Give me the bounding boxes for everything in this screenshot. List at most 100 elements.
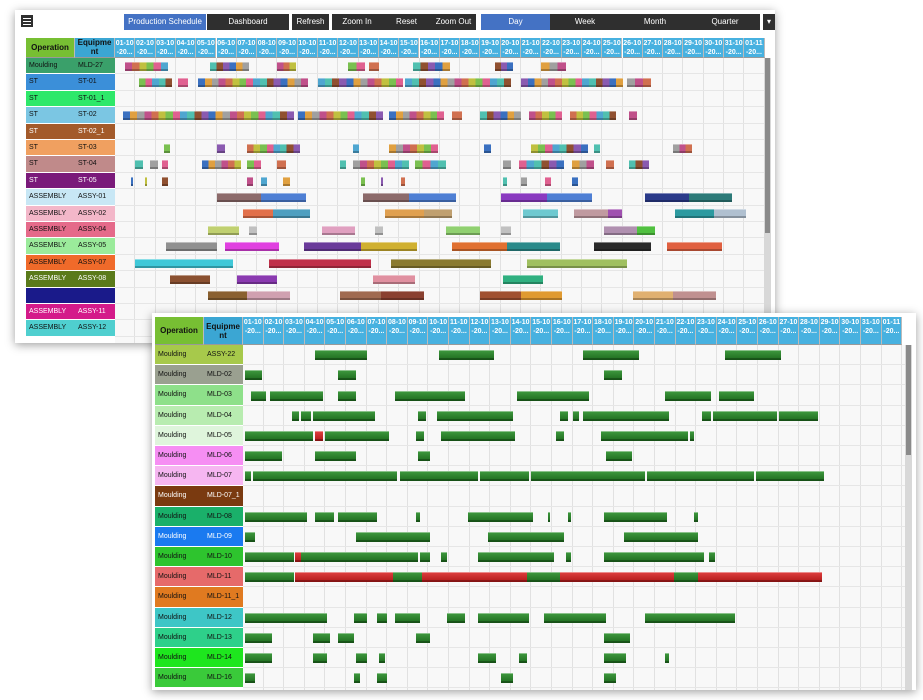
date-column-header[interactable]: 02-10 -20...: [135, 38, 156, 58]
task-bar[interactable]: [413, 61, 450, 71]
task-bar[interactable]: [177, 78, 189, 88]
task-bar[interactable]: [603, 632, 631, 643]
task-bar[interactable]: [245, 370, 262, 381]
date-column-header[interactable]: 23-10 -20...: [561, 38, 582, 58]
zoom-in-button[interactable]: Zoom In: [332, 14, 382, 30]
refresh-button[interactable]: Refresh: [292, 14, 329, 30]
task-bar[interactable]: [500, 225, 511, 235]
task-bar[interactable]: [467, 511, 534, 522]
task-bar[interactable]: [389, 143, 438, 153]
month-view-button[interactable]: Month: [620, 14, 690, 30]
task-bar[interactable]: [360, 176, 365, 186]
zoom-out-button[interactable]: Zoom Out: [431, 14, 476, 30]
date-column-header[interactable]: 01-10 -20...: [115, 38, 136, 58]
date-column-header[interactable]: 14-10 -20...: [378, 38, 400, 58]
date-column-header[interactable]: 28-10 -20...: [799, 317, 820, 345]
task-bar[interactable]: [480, 291, 521, 301]
task-bar[interactable]: [384, 209, 424, 219]
task-bar[interactable]: [405, 78, 511, 88]
task-bar[interactable]: [477, 653, 497, 664]
task-bar[interactable]: [603, 552, 705, 563]
task-bar[interactable]: [418, 410, 427, 421]
task-bar[interactable]: [571, 176, 578, 186]
task-bar[interactable]: [245, 552, 295, 563]
task-bar[interactable]: [261, 192, 306, 202]
date-column-header[interactable]: 03-10 -20...: [155, 38, 176, 58]
task-bar[interactable]: [245, 471, 252, 482]
task-bar[interactable]: [245, 612, 328, 623]
task-bar[interactable]: [560, 572, 674, 583]
task-bar[interactable]: [318, 78, 404, 88]
task-bar[interactable]: [352, 160, 410, 170]
date-column-header[interactable]: 01-11 -20...: [881, 317, 903, 345]
task-bar[interactable]: [624, 531, 699, 542]
task-bar[interactable]: [646, 471, 754, 482]
task-bar[interactable]: [210, 61, 249, 71]
task-bar[interactable]: [605, 451, 633, 462]
task-bar[interactable]: [516, 390, 590, 401]
date-column-header[interactable]: 05-10 -20...: [325, 317, 346, 345]
task-bar[interactable]: [755, 471, 824, 482]
task-bar[interactable]: [632, 291, 674, 301]
date-column-header[interactable]: 16-10 -20...: [419, 38, 440, 58]
task-bar[interactable]: [527, 258, 627, 268]
date-column-header[interactable]: 15-10 -20...: [399, 38, 420, 58]
task-bar[interactable]: [523, 209, 558, 219]
date-column-header[interactable]: 11-10 -20...: [449, 317, 470, 345]
task-bar[interactable]: [506, 242, 560, 252]
task-bar[interactable]: [423, 209, 452, 219]
task-bar[interactable]: [125, 61, 168, 71]
task-bar[interactable]: [594, 143, 601, 153]
task-bar[interactable]: [315, 350, 367, 361]
date-column-header[interactable]: 04-10 -20...: [304, 317, 326, 345]
production-schedule-button[interactable]: Production Schedule: [124, 14, 206, 30]
task-bar[interactable]: [543, 612, 606, 623]
task-bar[interactable]: [529, 110, 562, 120]
task-bar[interactable]: [269, 390, 324, 401]
task-bar[interactable]: [135, 160, 144, 170]
task-bar[interactable]: [571, 160, 595, 170]
task-bar[interactable]: [253, 471, 398, 482]
task-bar[interactable]: [690, 430, 695, 441]
date-column-header[interactable]: 06-10 -20...: [216, 38, 237, 58]
task-bar[interactable]: [673, 143, 692, 153]
task-bar[interactable]: [531, 471, 645, 482]
task-bar[interactable]: [718, 390, 754, 401]
task-bar[interactable]: [269, 258, 371, 268]
task-bar[interactable]: [479, 471, 530, 482]
date-column-header[interactable]: 29-10 -20...: [683, 38, 704, 58]
task-bar[interactable]: [778, 410, 818, 421]
date-column-header[interactable]: 09-10 -20...: [407, 317, 429, 345]
task-bar[interactable]: [313, 410, 375, 421]
task-bar[interactable]: [393, 572, 423, 583]
task-bar[interactable]: [626, 78, 651, 88]
task-bar[interactable]: [208, 291, 247, 301]
date-column-header[interactable]: 13-10 -20...: [490, 317, 511, 345]
task-bar[interactable]: [303, 242, 361, 252]
date-column-header[interactable]: 09-10 -20...: [277, 38, 298, 58]
task-bar[interactable]: [161, 176, 168, 186]
task-bar[interactable]: [391, 258, 491, 268]
date-column-header[interactable]: 18-10 -20...: [460, 38, 481, 58]
task-bar[interactable]: [566, 552, 571, 563]
task-bar[interactable]: [547, 192, 593, 202]
task-bar[interactable]: [123, 110, 294, 120]
task-bar[interactable]: [374, 225, 383, 235]
date-column-header[interactable]: 05-10 -20...: [196, 38, 217, 58]
task-bar[interactable]: [337, 390, 357, 401]
task-bar[interactable]: [418, 451, 431, 462]
task-bar[interactable]: [169, 274, 211, 284]
task-bar[interactable]: [665, 390, 711, 401]
task-bar[interactable]: [636, 225, 655, 235]
task-bar[interactable]: [480, 110, 521, 120]
task-bar[interactable]: [161, 160, 168, 170]
vertical-scrollbar[interactable]: [764, 58, 771, 343]
task-bar[interactable]: [315, 511, 334, 522]
date-column-header[interactable]: 12-10 -20...: [469, 317, 491, 345]
task-bar[interactable]: [477, 612, 530, 623]
task-bar[interactable]: [675, 209, 714, 219]
task-bar[interactable]: [354, 673, 361, 684]
task-bar[interactable]: [604, 225, 637, 235]
date-column-header[interactable]: 01-10 -20...: [243, 317, 264, 345]
date-column-header[interactable]: 18-10 -20...: [593, 317, 614, 345]
